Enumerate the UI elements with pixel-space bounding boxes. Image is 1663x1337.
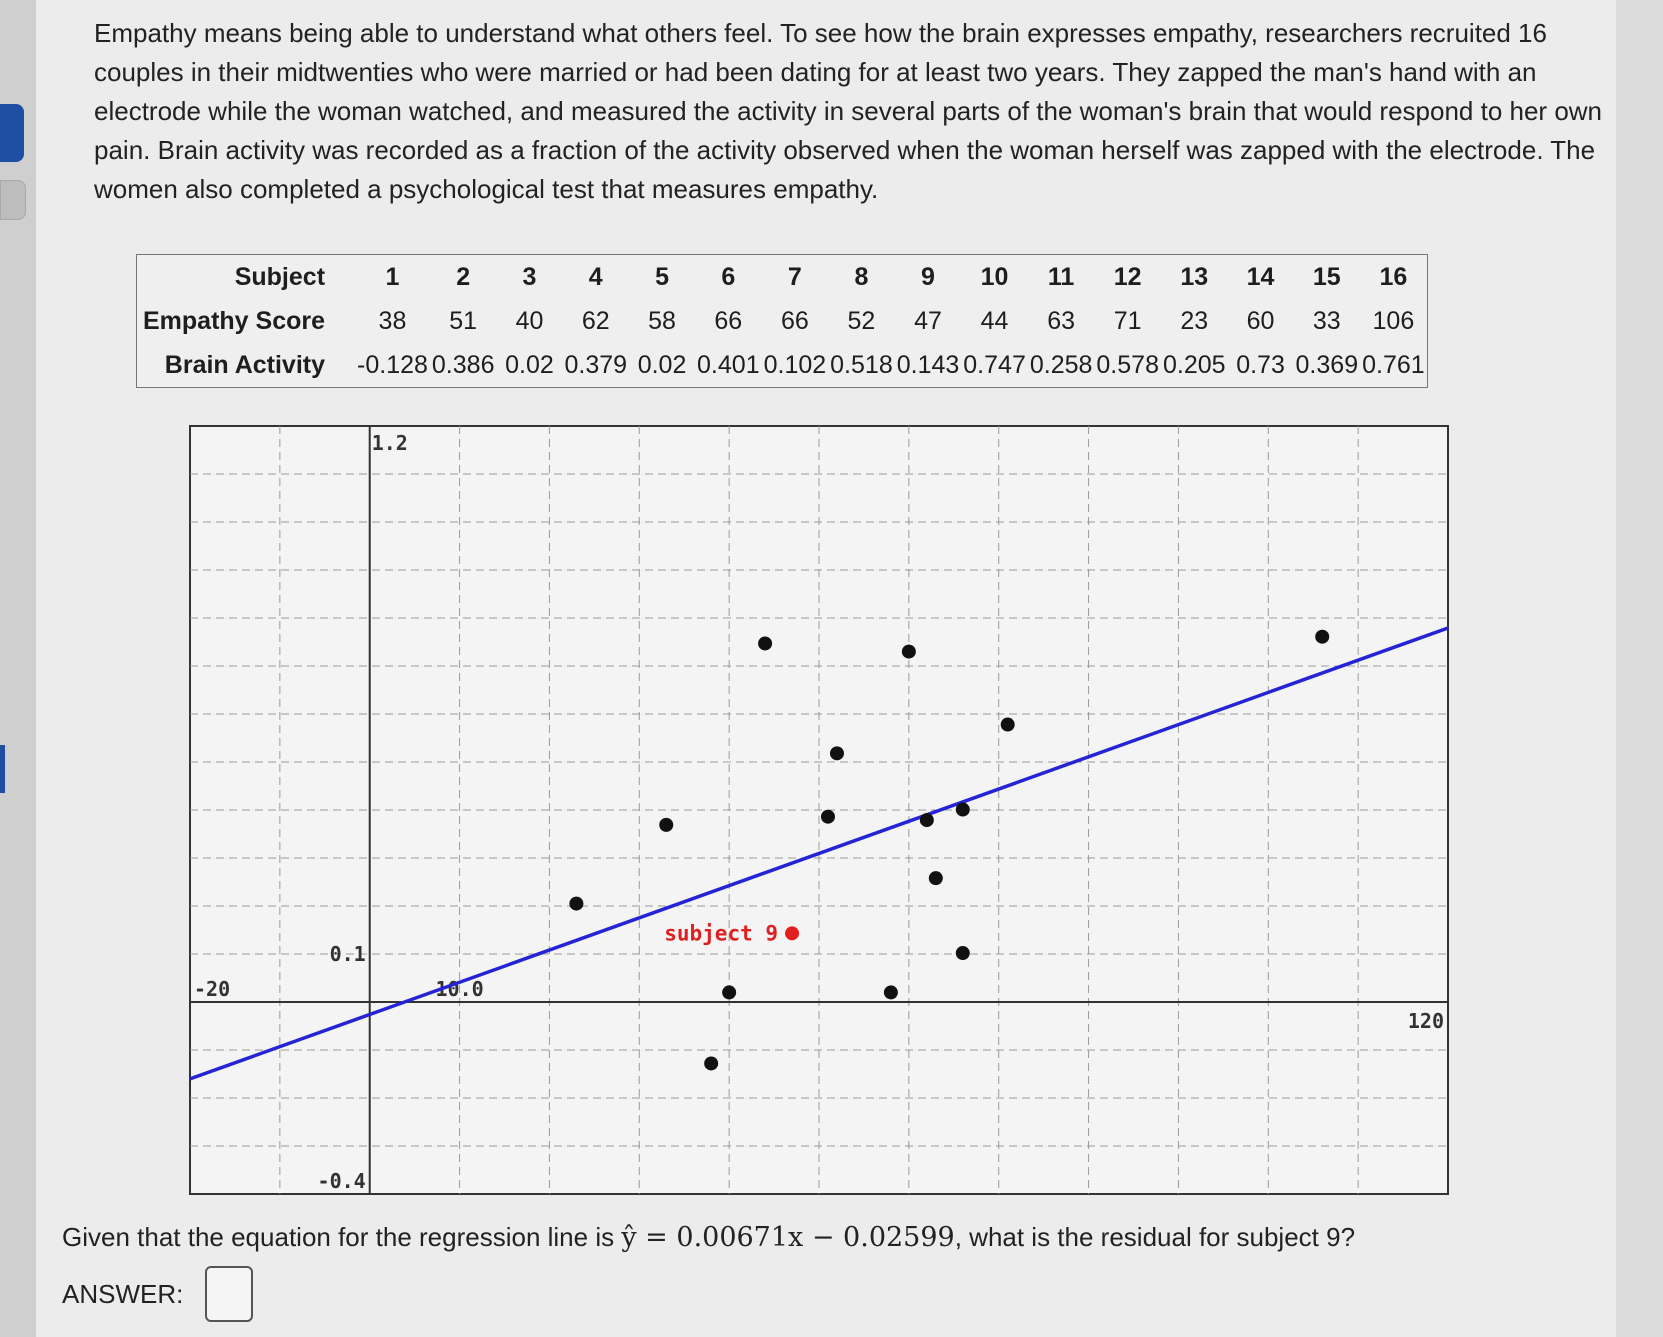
brain-cell: 0.143: [896, 350, 960, 379]
nav-tab[interactable]: [0, 180, 26, 220]
empathy-cell: 58: [648, 306, 676, 335]
data-point: [829, 746, 844, 761]
row-label: Brain Activity: [164, 350, 326, 379]
y-tick-label: -0.4: [318, 1169, 366, 1193]
subject-cell: 13: [1180, 262, 1209, 291]
empathy-cell: 106: [1372, 306, 1415, 335]
subject-cell: 12: [1113, 262, 1142, 291]
brain-cell: 0.02: [505, 350, 554, 379]
answer-label: ANSWER:: [62, 1278, 184, 1309]
brain-cell: 0.578: [1096, 350, 1159, 379]
data-point: [955, 802, 970, 817]
data-point: [1000, 717, 1015, 732]
brain-cell: 0.258: [1029, 350, 1093, 379]
empathy-cell: 52: [847, 306, 876, 335]
empathy-cell: 23: [1180, 306, 1209, 335]
brain-cell: 0.761: [1362, 350, 1425, 379]
subject-cell: 4: [588, 262, 603, 291]
question-prompt: Given that the equation for the regressi…: [62, 1222, 1355, 1253]
subject-cell: 3: [522, 262, 537, 291]
data-point: [820, 809, 835, 824]
subject-cell: 16: [1379, 262, 1408, 291]
prompt-before: Given that the equation for the regressi…: [62, 1222, 622, 1252]
row-label: Subject: [234, 262, 326, 291]
brain-cell: 0.401: [697, 350, 760, 379]
regression-equation: ŷ = 0.00671x − 0.02599: [621, 1222, 955, 1253]
subject-cell: 6: [721, 262, 736, 291]
brain-row: Brain Activity -0.128 0.386 0.02 0.379 0.02 0.…: [137, 343, 1428, 388]
data-point: [758, 636, 773, 651]
data-point: [659, 817, 674, 832]
data-point: [955, 946, 970, 961]
empathy-cell: 60: [1246, 306, 1275, 335]
data-table: Subject 1 2 3 4 5 6 7 8 9 10 11 12 13 14 15 16 Empathy S…: [136, 254, 1428, 388]
subject-cell: 15: [1312, 262, 1341, 291]
y-tick-label: 1.2: [372, 431, 408, 455]
data-point: [1315, 629, 1330, 644]
regression-line: [189, 626, 1449, 1081]
question-paragraph: Empathy means being able to understand w…: [94, 18, 1603, 204]
rail-marker: [0, 745, 5, 793]
prompt-after: , what is the residual for subject 9?: [954, 1222, 1356, 1252]
answer-row: ANSWER:: [62, 1266, 254, 1322]
question-page: Empathy means being able to understand w…: [36, 0, 1616, 1337]
brain-cell: 0.102: [763, 350, 827, 379]
x-tick-label: -20: [194, 977, 230, 1001]
brain-cell: 0.205: [1162, 350, 1226, 379]
empathy-cell: 44: [980, 306, 1009, 335]
subject-row: Subject 1 2 3 4 5 6 7 8 9 10 11 12 13 14 15 16: [137, 255, 1428, 300]
empathy-cell: 38: [378, 306, 407, 335]
subject-cell: 8: [854, 262, 869, 291]
brain-cell: 0.747: [963, 350, 1026, 379]
subject-cell: 11: [1047, 262, 1075, 291]
subject-cell: 2: [456, 262, 471, 291]
data-point: [722, 985, 737, 1000]
empathy-cell: 63: [1047, 306, 1076, 335]
brain-cell: 0.386: [431, 350, 495, 379]
data-point: [928, 871, 943, 886]
brain-cell: 0.379: [564, 350, 628, 379]
empathy-cell: 71: [1113, 306, 1142, 335]
subject-cell: 10: [980, 262, 1009, 291]
subject-cell: 1: [385, 262, 400, 291]
data-point: [569, 896, 584, 911]
subject-cell: 9: [921, 262, 935, 291]
empathy-cell: 66: [714, 306, 743, 335]
highlight-label: subject 9: [664, 921, 778, 945]
empathy-cell: 47: [914, 306, 942, 335]
brain-cell: 0.518: [830, 350, 893, 379]
empathy-cell: 33: [1312, 306, 1341, 335]
data-point: [883, 985, 898, 1000]
brain-cell: 0.02: [637, 350, 687, 379]
data-point: [704, 1056, 719, 1071]
row-label: Empathy Score: [143, 306, 326, 335]
y-tick-label: 0.1: [330, 942, 366, 966]
nav-tab-active[interactable]: [0, 104, 24, 162]
empathy-cell: 40: [515, 306, 544, 335]
empathy-cell: 62: [581, 306, 610, 335]
brain-cell: -0.128: [357, 350, 428, 379]
left-rail: [0, 0, 36, 1337]
answer-input[interactable]: [205, 1266, 254, 1322]
brain-cell: 0.73: [1236, 350, 1285, 379]
subject-cell: 14: [1246, 262, 1275, 291]
x-tick-label: 120: [1408, 1009, 1444, 1033]
empathy-cell: 51: [449, 306, 478, 335]
brain-cell: 0.369: [1295, 350, 1359, 379]
highlight-point: [785, 926, 800, 941]
data-point: [919, 813, 934, 828]
subject-cell: 5: [655, 262, 669, 291]
subject-cell: 7: [787, 262, 802, 291]
data-point: [901, 644, 916, 659]
empathy-row: Empathy Score 38 51 40 62 58 66 66 52 47 44 63 71 23 6…: [137, 299, 1428, 343]
empathy-cell: 66: [780, 306, 809, 335]
